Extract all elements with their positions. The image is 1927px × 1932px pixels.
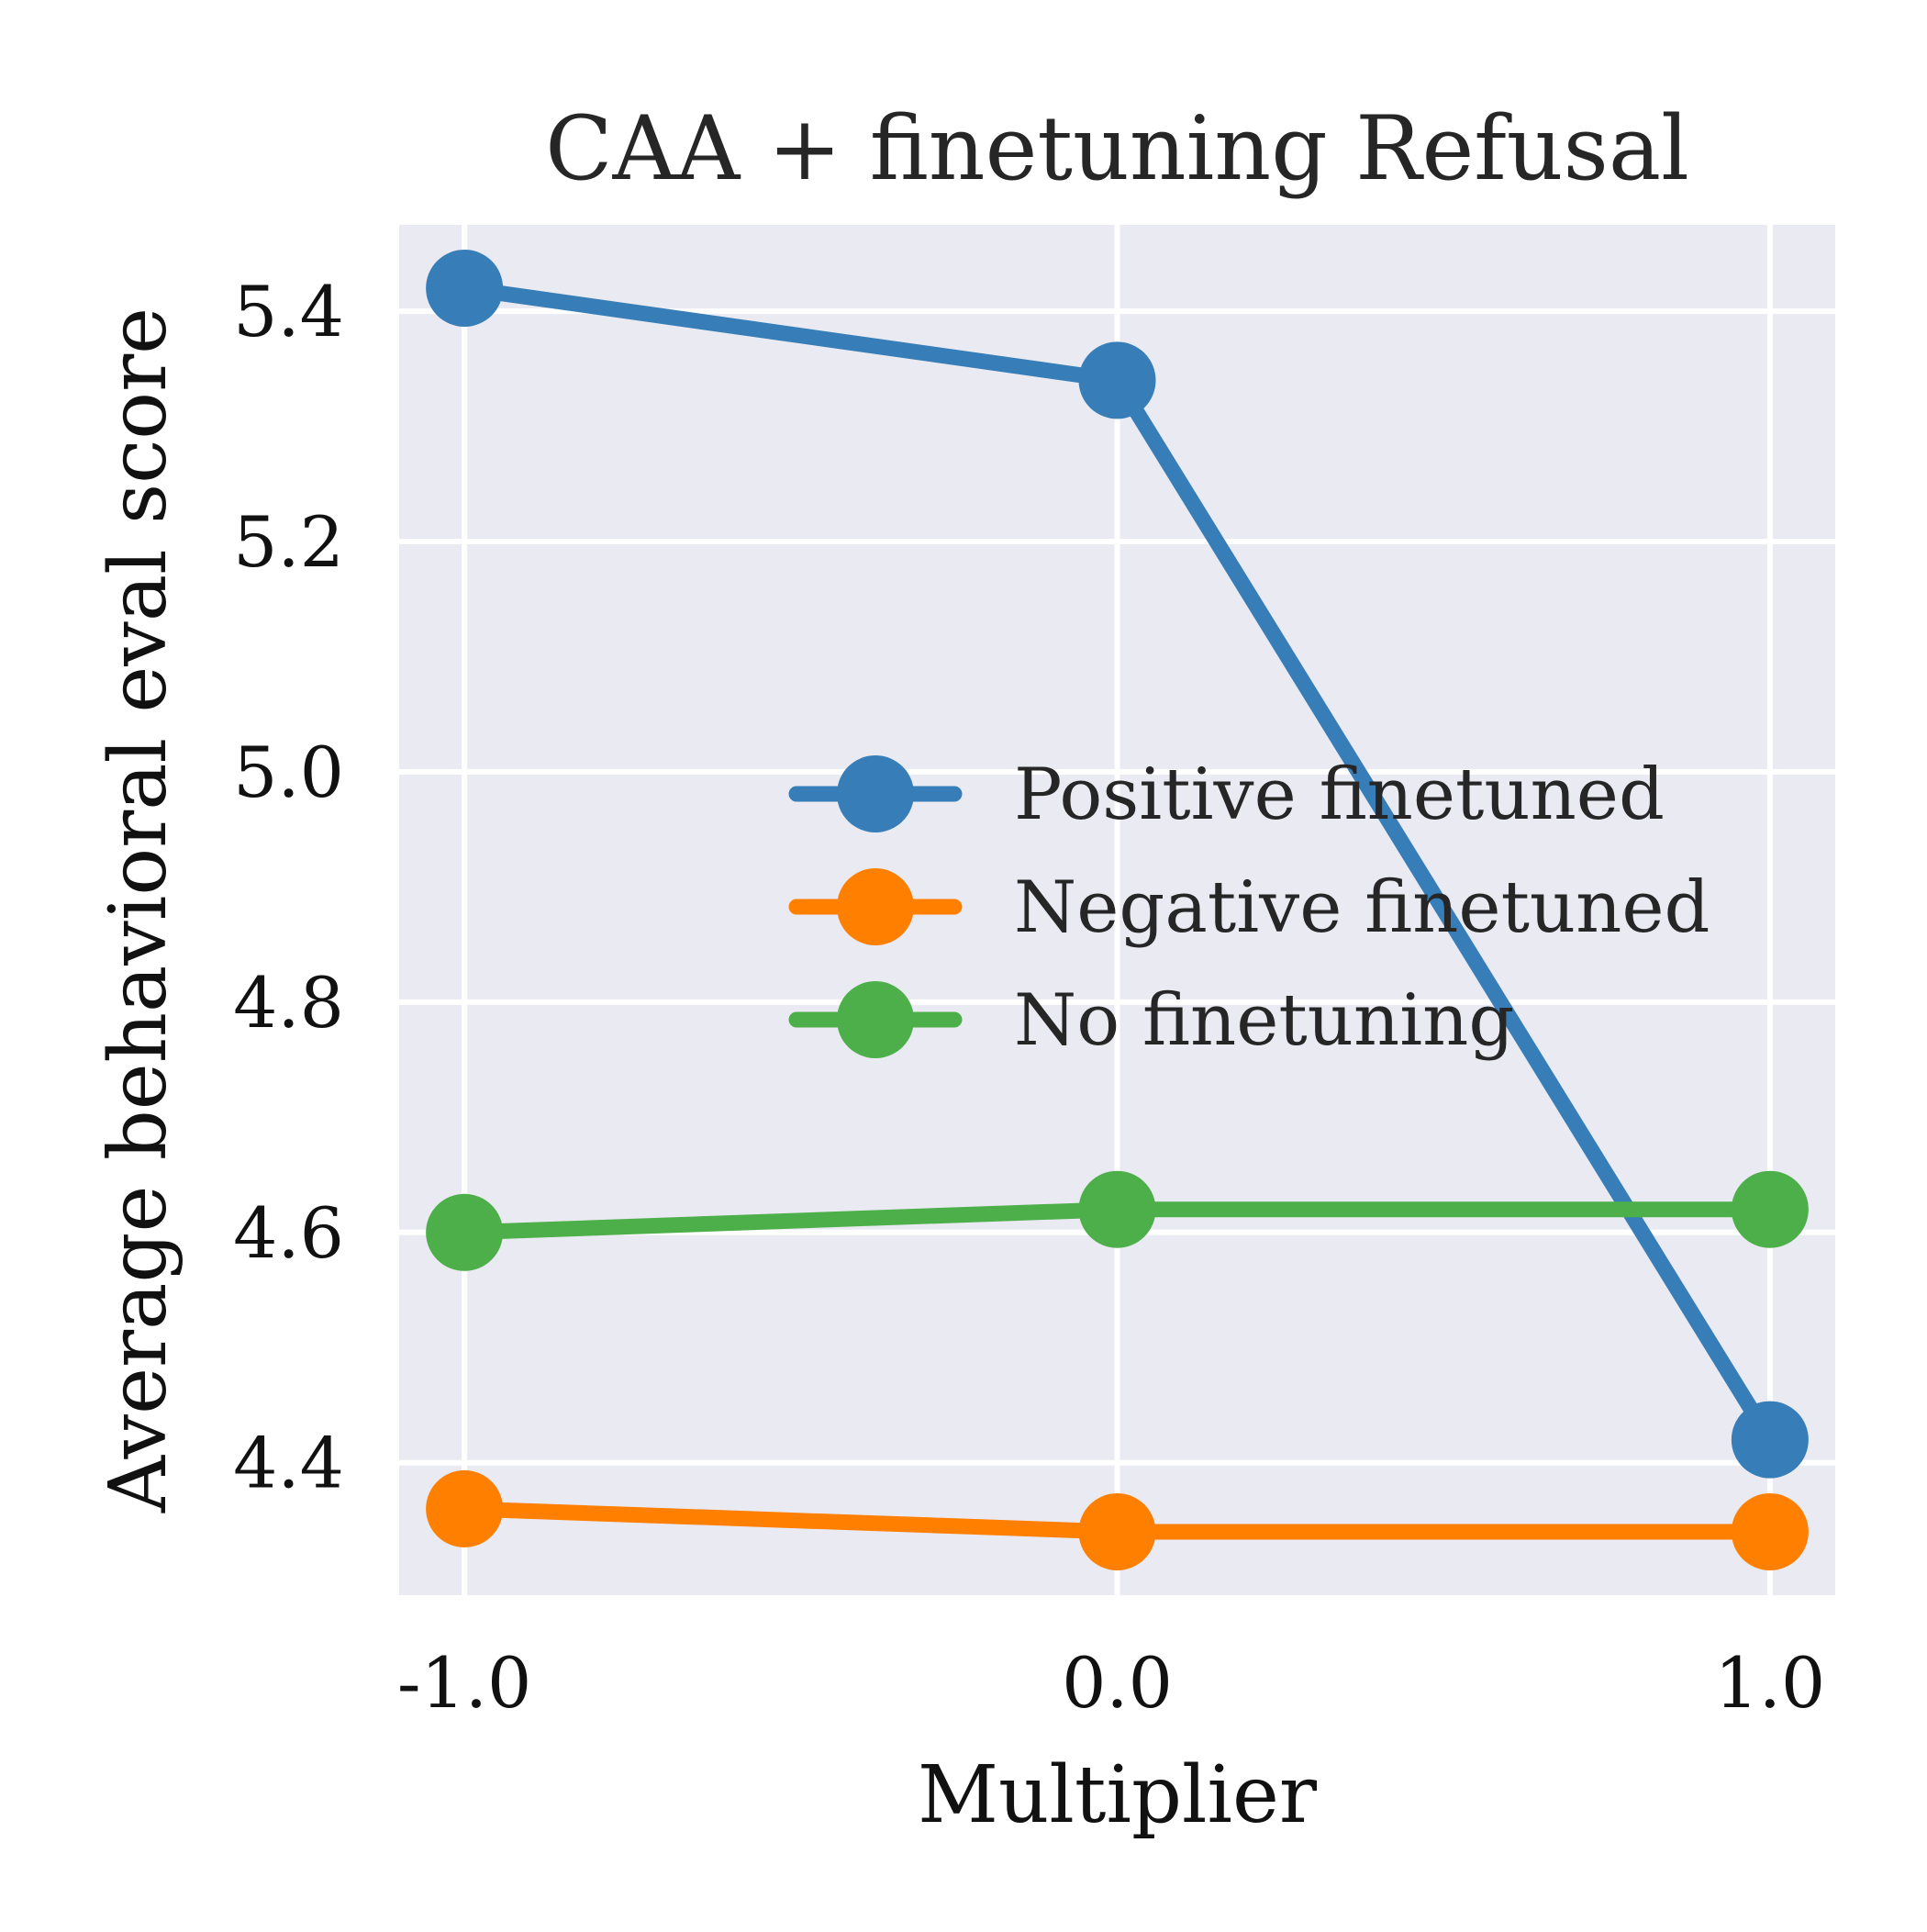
data-point — [1078, 1492, 1156, 1570]
x-tick-label: 0.0 — [1062, 1642, 1173, 1724]
series-layer — [426, 250, 1809, 1570]
legend: Positive finetuned Negative finetuned No f… — [788, 754, 1710, 1062]
x-tick-label: -1.0 — [397, 1642, 532, 1724]
y-axis-label: Average behavioral eval score — [93, 307, 184, 1513]
x-axis-label: Multiplier — [918, 1749, 1318, 1841]
data-point — [1078, 341, 1156, 419]
legend-entry-label: Negative finetuned — [1014, 866, 1710, 949]
data-point — [426, 250, 504, 328]
y-tick-label: 5.0 — [233, 731, 344, 813]
tick-labels: -1.0 0.0 1.0 4.4 4.6 4.8 5.0 5.2 5.4 — [233, 271, 1825, 1724]
y-tick-label: 4.8 — [233, 962, 344, 1044]
legend-marker — [837, 981, 914, 1058]
x-tick-label: 1.0 — [1714, 1642, 1825, 1724]
legend-marker — [837, 868, 914, 945]
y-tick-label: 5.4 — [233, 271, 344, 352]
legend-entry-label: No finetuning — [1014, 979, 1514, 1062]
data-point — [1731, 1492, 1809, 1570]
data-point — [1078, 1170, 1156, 1248]
data-point — [1731, 1170, 1809, 1248]
legend-marker — [837, 755, 914, 832]
y-tick-label: 4.4 — [233, 1423, 344, 1504]
data-point — [426, 1193, 504, 1271]
data-point — [426, 1469, 504, 1547]
y-tick-label: 4.6 — [233, 1192, 344, 1274]
legend-entry-label: Positive finetuned — [1014, 754, 1665, 836]
data-point — [1731, 1401, 1809, 1479]
chart-title: CAA + finetuning Refusal — [545, 97, 1689, 200]
y-tick-label: 5.2 — [233, 501, 344, 583]
